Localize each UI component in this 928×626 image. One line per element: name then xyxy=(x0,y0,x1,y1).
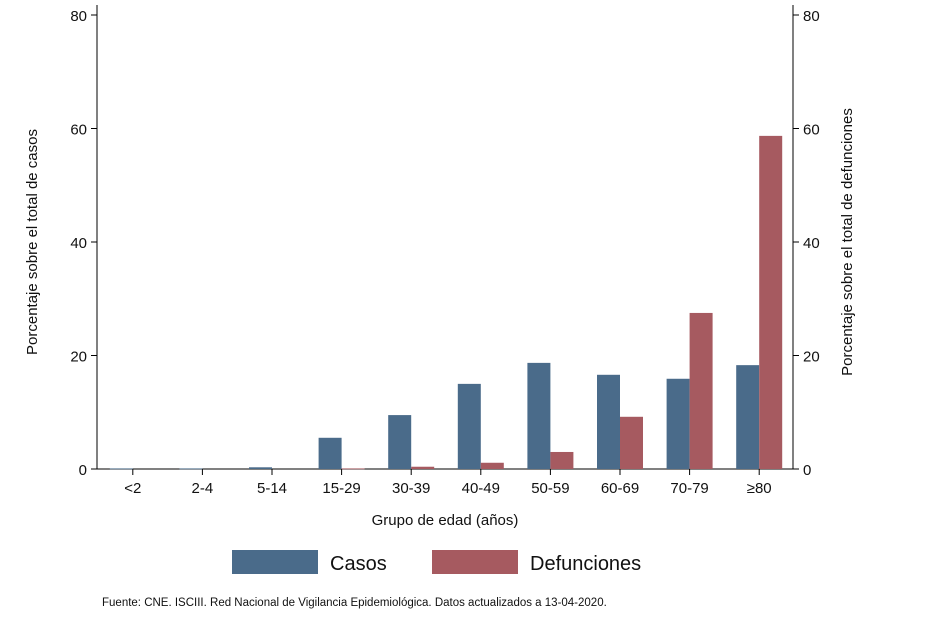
bar-defunciones-70-79 xyxy=(689,312,713,469)
x-tick-label: 70-79 xyxy=(670,480,708,497)
bar-defunciones-60-69 xyxy=(620,416,643,469)
bar-casos-5-14 xyxy=(249,467,272,469)
bar-casos-50-59 xyxy=(527,362,551,469)
bar-casos-2-4 xyxy=(179,468,203,470)
y-tick-label-right: 40 xyxy=(803,235,820,252)
bar-casos-70-79 xyxy=(666,378,690,469)
legend-label-defunciones: Defunciones xyxy=(530,553,641,575)
x-tick-label: 50-59 xyxy=(531,480,569,497)
bar-casos-30-39 xyxy=(388,415,412,469)
y-tick-label-left: 40 xyxy=(70,235,87,252)
y-tick-label-left: 0 xyxy=(79,462,87,479)
axes: 0 0 20 20 40 40 60 60 80 80 <2 2-4 5-14 15-29 30-39 40-… xyxy=(70,5,820,497)
x-tick-label: 5-14 xyxy=(257,480,287,497)
source-note: Fuente: CNE. ISCIII. Red Nacional de Vig… xyxy=(102,597,607,609)
legend-label-casos: Casos xyxy=(330,553,387,575)
bar-defunciones-30-39 xyxy=(411,466,435,469)
bar-casos-15-29 xyxy=(318,437,342,469)
y-tick-label-right: 80 xyxy=(803,8,820,25)
x-tick-label: 30-39 xyxy=(392,480,430,497)
bar-casos-40-49 xyxy=(457,383,481,469)
y-axis-label-right: Porcentaje sobre el total de defunciones xyxy=(839,108,856,376)
y-axis-label-left: Porcentaje sobre el total de casos xyxy=(24,129,41,355)
legend: Casos Defunciones xyxy=(232,550,641,575)
x-tick-label: 15-29 xyxy=(322,480,360,497)
bar-defunciones-≥80 xyxy=(759,135,783,469)
bar-defunciones-40-49 xyxy=(480,462,504,469)
bar-defunciones-15-29 xyxy=(341,468,365,470)
bar-defunciones-50-59 xyxy=(550,451,574,469)
x-tick-label: <2 xyxy=(124,480,141,497)
y-tick-label-right: 0 xyxy=(803,462,811,479)
bar-casos-60-69 xyxy=(597,374,620,469)
bar-casos-<2 xyxy=(109,468,133,470)
bar-casos-≥80 xyxy=(736,365,760,469)
y-tick-label-right: 20 xyxy=(803,349,820,366)
legend-swatch-defunciones xyxy=(432,550,518,574)
legend-swatch-casos xyxy=(232,550,318,574)
y-tick-label-left: 60 xyxy=(70,122,87,139)
x-tick-label: 60-69 xyxy=(601,480,639,497)
x-tick-label: 40-49 xyxy=(462,480,500,497)
x-axis-label: Grupo de edad (años) xyxy=(372,512,519,529)
y-tick-label-right: 60 xyxy=(803,122,820,139)
y-tick-label-left: 80 xyxy=(70,8,87,25)
y-tick-label-left: 20 xyxy=(70,349,87,366)
bars xyxy=(109,135,783,470)
x-tick-label: 2-4 xyxy=(192,480,214,497)
x-tick-label: ≥80 xyxy=(747,480,772,497)
